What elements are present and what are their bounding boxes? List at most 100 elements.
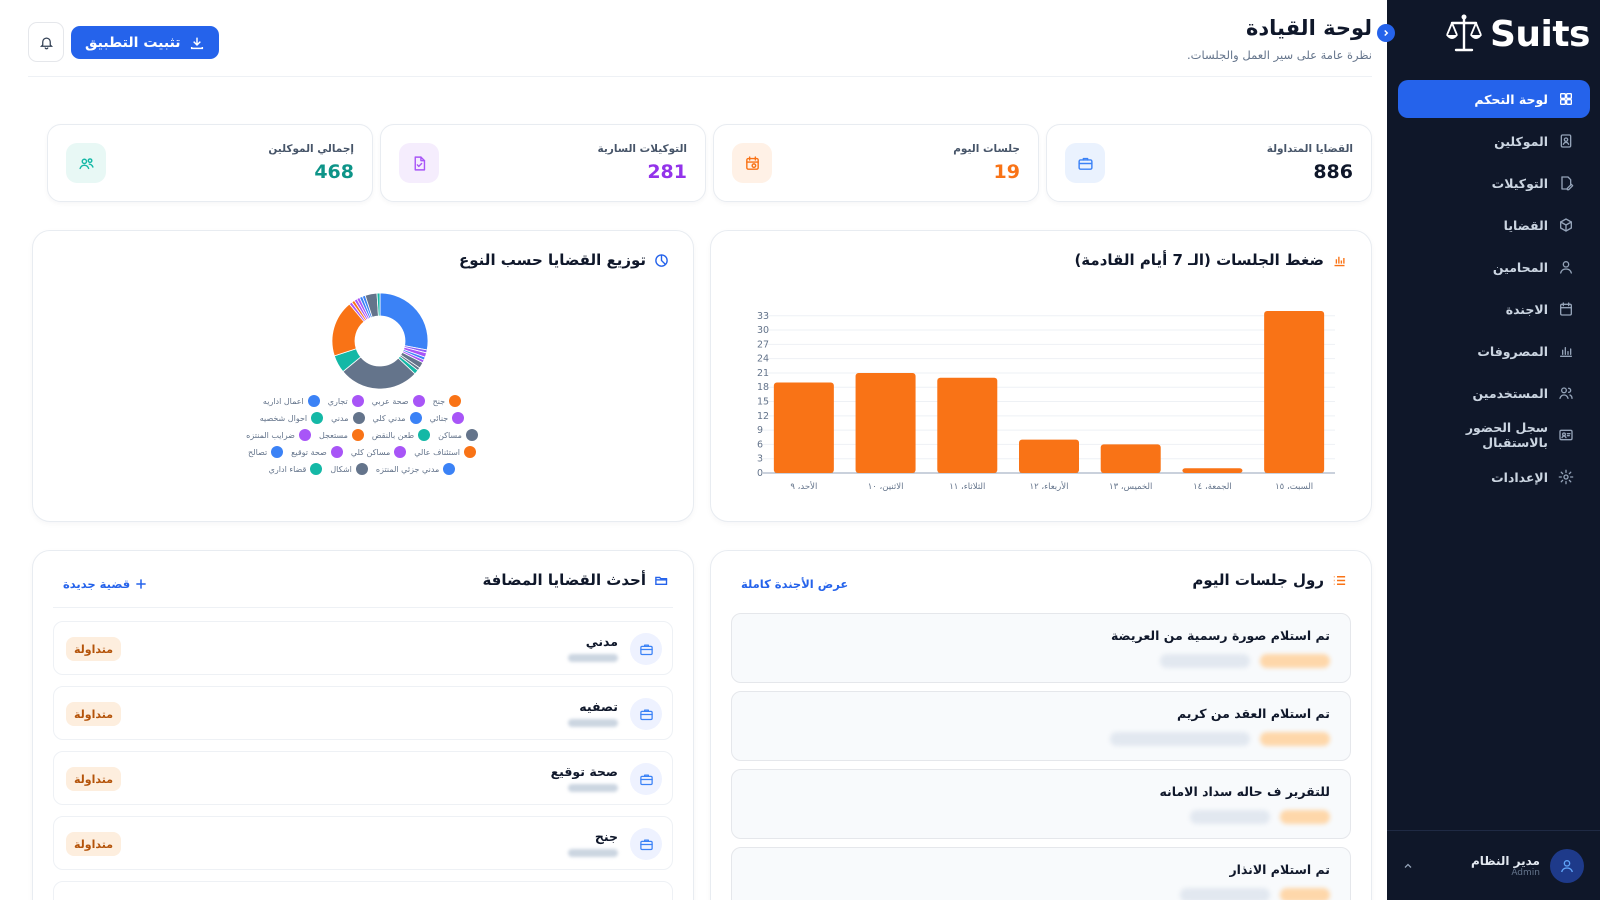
briefcase-icon <box>1077 157 1093 170</box>
session-card[interactable]: للتقرير ف حاله سداد الامانه <box>731 769 1351 839</box>
stat-label: إجمالي الموكلين <box>268 143 354 155</box>
new-case-link[interactable]: قضية جديدة <box>63 577 148 591</box>
page-subtitle: نظرة عامة على سير العمل والجلسات. <box>1186 48 1372 62</box>
stat-value: 19 <box>993 161 1020 183</box>
bar[interactable] <box>1182 468 1243 473</box>
case-status-badge: متداولة <box>66 767 122 791</box>
bar[interactable] <box>855 372 916 473</box>
session-meta-chip <box>1190 810 1270 824</box>
legend-swatch <box>452 412 465 424</box>
legend-label: اشكال <box>330 464 352 474</box>
clients-icon <box>1560 134 1572 148</box>
legend-item[interactable]: تجاري <box>328 395 364 407</box>
sidebar-item-1[interactable]: الموكلين <box>1398 122 1590 160</box>
legend-item[interactable]: مساكن <box>438 429 478 441</box>
case-row[interactable]: صحة توقيع متداولة <box>53 751 673 805</box>
legend-label: ضرايب المنتزه <box>246 430 295 440</box>
y-tick-label: 27 <box>757 339 769 350</box>
bar[interactable] <box>1100 444 1161 473</box>
legend-item[interactable]: احوال شخصيه <box>260 412 324 424</box>
notifications-button[interactable] <box>28 22 64 62</box>
legend-item[interactable]: مستعجل <box>319 429 364 441</box>
legend-item[interactable]: استئناف عالي <box>414 446 477 458</box>
stat-label: القضايا المتداولة <box>1266 143 1353 155</box>
case-types-panel: توزيع القضايا حسب النوع جنح صحة عربي تجاري… <box>32 230 694 522</box>
case-row[interactable]: جنح متداولة <box>53 816 673 870</box>
stat-label: جلسات اليوم <box>953 143 1020 155</box>
sidebar-item-2[interactable]: التوكيلات <box>1398 164 1590 202</box>
cases-icon <box>1560 218 1572 232</box>
legend-item[interactable]: مساكن كلي <box>351 446 407 458</box>
y-tick-label: 30 <box>757 325 769 336</box>
legend-swatch <box>330 446 343 458</box>
install-app-button[interactable]: تثبيت التطبيق <box>71 26 219 59</box>
sidebar: Suits لوحة التحكم الموكلين التوكيلات القضاي… <box>1387 0 1600 900</box>
legend-item[interactable]: مدني جزئي المنتزه <box>376 463 456 475</box>
brand-name: Suits <box>1489 13 1591 55</box>
bar[interactable] <box>773 382 834 473</box>
case-row[interactable]: مدني متداولة <box>53 621 673 675</box>
legend-label: استئناف عالي <box>414 447 461 457</box>
sidebar-collapse-button[interactable] <box>1377 24 1395 42</box>
today-sessions-panel: رول جلسات اليوم عرض الأجندة كاملة تم است… <box>710 550 1372 900</box>
sidebar-item-6[interactable]: المصروفات <box>1398 332 1590 370</box>
legend-item[interactable]: طعن بالنقض <box>372 429 431 441</box>
session-card[interactable]: تم استلام صورة رسمية من العريضة <box>731 613 1351 683</box>
legend-item[interactable]: تصالح <box>248 446 284 458</box>
stat-card-2[interactable]: التوكيلات السارية 281 <box>380 124 706 202</box>
sessions-pressure-panel: ضغط الجلسات (الـ 7 أيام القادمة) 0 3 6 9 12 1… <box>710 230 1372 522</box>
chevron-up-icon[interactable] <box>1398 856 1418 876</box>
bar[interactable] <box>937 377 998 473</box>
bar[interactable] <box>1019 439 1079 473</box>
bar[interactable] <box>1264 311 1325 473</box>
list-icon <box>1333 575 1346 585</box>
case-row[interactable] <box>53 881 673 900</box>
case-icon-box <box>630 763 662 795</box>
legend-item[interactable]: جنح <box>433 395 462 407</box>
session-time-chip <box>1260 732 1330 746</box>
download-icon <box>190 37 203 49</box>
legend-item[interactable]: قضاء اداري <box>269 463 323 475</box>
legend-item[interactable]: مدني <box>331 412 365 424</box>
legend-item[interactable]: مدني كلي <box>373 412 422 424</box>
legend-swatch <box>351 395 364 407</box>
sidebar-item-7[interactable]: المستخدمين <box>1398 374 1590 412</box>
stat-card-3[interactable]: إجمالي الموكلين 468 <box>47 124 373 202</box>
legend-item[interactable]: جنائي <box>430 412 465 424</box>
legend-row: مدني جزئي المنتزه اشكال قضاء اداري <box>269 463 456 475</box>
sidebar-item-9[interactable]: الإعدادات <box>1398 458 1590 496</box>
user-role: Admin <box>1511 868 1540 878</box>
session-meta-chip <box>1160 654 1250 668</box>
stat-card-0[interactable]: القضايا المتداولة 886 <box>1046 124 1372 202</box>
case-name: مدني <box>585 634 618 649</box>
sidebar-item-4[interactable]: المحامين <box>1398 248 1590 286</box>
sidebar-item-0[interactable]: لوحة التحكم <box>1398 80 1590 118</box>
sidebar-item-label: المصروفات <box>1477 343 1548 359</box>
brand-logo[interactable]: Suits <box>1444 10 1591 58</box>
briefcase-icon <box>639 774 653 785</box>
sidebar-item-3[interactable]: القضايا <box>1398 206 1590 244</box>
legend-item[interactable]: صحة توقيع <box>291 446 343 458</box>
y-tick-label: 18 <box>757 382 769 393</box>
donut-slice[interactable] <box>376 292 381 317</box>
x-tick-label: الاثنين، ١٠ <box>868 482 904 492</box>
session-card[interactable]: تم استلام الانذار <box>731 847 1351 900</box>
legend-item[interactable]: ضرايب المنتزه <box>246 429 311 441</box>
case-name: جنح <box>594 829 618 844</box>
stat-card-1[interactable]: جلسات اليوم 19 <box>713 124 1039 202</box>
bell-icon <box>39 37 53 49</box>
donut-slice[interactable] <box>379 292 429 351</box>
x-tick-label: الأحد، ٩ <box>790 481 817 492</box>
session-card[interactable]: تم استلام العقد من كريم <box>731 691 1351 761</box>
legend-label: جنح <box>432 396 446 406</box>
legend-item[interactable]: صحة عربي <box>372 395 425 407</box>
sidebar-item-5[interactable]: الاجندة <box>1398 290 1590 328</box>
session-meta-chip <box>1110 732 1250 746</box>
sessions-bar-chart: 0 3 6 9 12 15 18 21 24 27 30 33 الأحد، ٩ الاثنين، ١٠ ا… <box>757 311 1335 492</box>
legend-item[interactable]: اعمال اداريه <box>263 395 320 407</box>
case-row[interactable]: تصفيه متداولة <box>53 686 673 740</box>
legend-item[interactable]: اشكال <box>330 463 368 475</box>
sidebar-item-8[interactable]: سجل الحضور بالاستقبال <box>1398 416 1590 454</box>
view-full-agenda-link[interactable]: عرض الأجندة كاملة <box>741 577 849 591</box>
user-menu[interactable]: مدير النظام Admin <box>1398 846 1584 886</box>
